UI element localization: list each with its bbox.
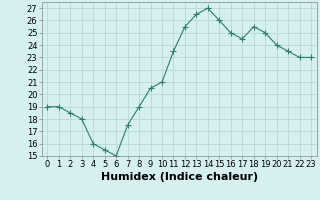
X-axis label: Humidex (Indice chaleur): Humidex (Indice chaleur) [100, 172, 258, 182]
